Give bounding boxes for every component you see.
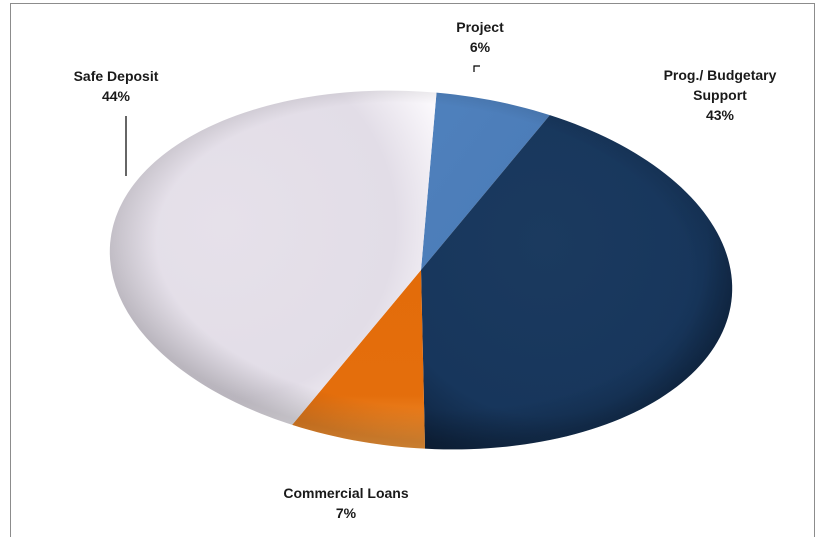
pie-labels: Project 6% Prog./ Budgetary Support 43% Comme… [74, 19, 777, 521]
label-safe-deposit: Safe Deposit 44% [74, 68, 159, 104]
label-commercial-loans-value: 7% [336, 505, 357, 521]
label-safe-deposit-value: 44% [102, 88, 131, 104]
label-safe-deposit-name: Safe Deposit [74, 68, 159, 84]
pie-bevel-shading [109, 90, 733, 450]
label-commercial-loans: Commercial Loans 7% [283, 485, 408, 521]
pie-slices [109, 90, 733, 450]
label-prog-budgetary-support-name: Prog./ Budgetary [664, 67, 777, 83]
label-project-name: Project [456, 19, 504, 35]
label-prog-budgetary-support: Prog./ Budgetary Support 43% [664, 67, 777, 123]
label-project: Project 6% [456, 19, 504, 55]
label-commercial-loans-name: Commercial Loans [283, 485, 408, 501]
label-prog-budgetary-support-name: Support [693, 87, 747, 103]
project-leader-line [473, 65, 480, 72]
label-project-value: 6% [470, 39, 491, 55]
label-prog-budgetary-support-value: 43% [706, 107, 735, 123]
